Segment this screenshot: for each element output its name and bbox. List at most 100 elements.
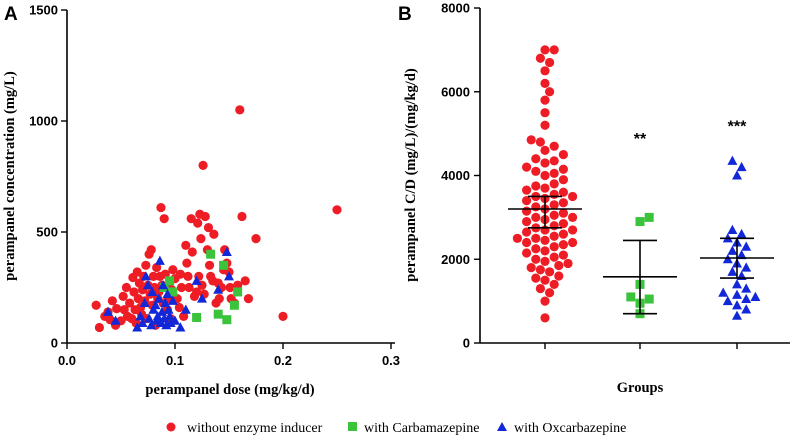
- data-point: [110, 315, 121, 325]
- data-point: [192, 287, 202, 297]
- significance-label: **: [634, 131, 647, 148]
- data-point: [170, 315, 180, 325]
- data-point: [186, 214, 196, 224]
- data-point: [718, 287, 729, 297]
- panel-b-y-title: perampanel C/D (mg/L)/(mg/kg/d): [403, 68, 419, 282]
- data-point: [531, 212, 541, 222]
- data-point: [727, 245, 738, 255]
- data-point: [522, 237, 532, 248]
- data-point: [152, 262, 162, 273]
- data-point: [193, 218, 203, 228]
- data-point: [732, 300, 742, 310]
- panel-b-letter: B: [398, 4, 412, 25]
- legend-marker-square: [348, 422, 357, 431]
- data-point: [549, 179, 559, 189]
- data-point: [196, 234, 206, 244]
- data-point: [535, 137, 546, 147]
- data-point: [143, 280, 153, 290]
- panel-b: B 0 2000 4000 6000 8000 Groups perampanel C/…: [398, 1, 790, 396]
- data-point: [535, 283, 546, 294]
- data-point: [135, 311, 146, 321]
- data-point: [540, 246, 550, 256]
- data-point: [237, 211, 247, 222]
- data-point: [531, 202, 541, 212]
- data-point: [137, 317, 148, 328]
- data-point: [732, 170, 742, 180]
- data-point: [549, 210, 559, 220]
- data-point: [162, 288, 173, 299]
- y-tick-label: 0: [463, 336, 470, 351]
- data-point: [213, 309, 223, 319]
- panel-a-x-title: perampanel dose (mg/kg/d): [145, 382, 314, 398]
- data-point: [549, 221, 559, 231]
- data-point: [741, 304, 752, 314]
- data-point: [549, 242, 559, 252]
- data-point: [554, 271, 564, 281]
- data-point: [198, 160, 208, 170]
- panel-a-points: [91, 105, 342, 333]
- data-point: [549, 231, 559, 241]
- data-point: [545, 267, 555, 277]
- panel-b-annotations: *****: [634, 119, 747, 149]
- data-point: [176, 282, 187, 293]
- data-point: [568, 191, 578, 202]
- data-point: [168, 265, 178, 275]
- data-point: [732, 289, 742, 299]
- data-point: [522, 196, 532, 206]
- data-point: [540, 158, 550, 168]
- data-point: [107, 296, 117, 306]
- x-tick-label: 0.2: [274, 353, 292, 368]
- data-point: [197, 293, 207, 303]
- data-point: [118, 291, 128, 301]
- data-point: [540, 78, 550, 88]
- y-tick-label: 0: [51, 336, 58, 351]
- data-point: [540, 95, 550, 105]
- data-point: [243, 294, 254, 304]
- data-point: [549, 45, 559, 55]
- data-point: [158, 280, 169, 290]
- data-point: [741, 293, 752, 304]
- data-point: [224, 271, 234, 281]
- data-point: [558, 229, 569, 239]
- panel-a: A 0 500 1000 1500 0.0 0.1 0.2 0.3 perampanel d…: [2, 3, 400, 399]
- data-point: [568, 237, 578, 248]
- data-point: [545, 57, 555, 68]
- data-point: [568, 212, 578, 222]
- data-point: [91, 300, 101, 310]
- data-point: [132, 322, 143, 332]
- data-point: [192, 312, 202, 322]
- data-point: [644, 294, 654, 304]
- data-point: [545, 87, 555, 97]
- data-point: [522, 227, 532, 237]
- data-point: [522, 206, 532, 216]
- data-point: [736, 228, 747, 239]
- y-tick-label: 8000: [441, 1, 470, 16]
- data-point: [732, 279, 742, 289]
- data-point: [175, 269, 185, 279]
- data-point: [184, 282, 194, 293]
- panel-b-x-ticks: [544, 343, 738, 349]
- data-point: [526, 263, 536, 273]
- data-point: [147, 286, 158, 296]
- data-point: [736, 161, 747, 172]
- data-point: [174, 302, 184, 313]
- data-point: [558, 164, 569, 174]
- data-point: [175, 322, 186, 332]
- data-point: [204, 260, 215, 270]
- x-tick-label: 0.3: [382, 353, 400, 368]
- data-point: [159, 214, 169, 224]
- data-point: [146, 320, 157, 330]
- x-tick-label: 0.0: [58, 353, 76, 368]
- data-point: [191, 275, 202, 285]
- panel-b-error-bars: [508, 195, 774, 315]
- data-point: [540, 275, 550, 285]
- data-point: [722, 295, 733, 306]
- data-point: [635, 217, 645, 227]
- data-point: [549, 279, 559, 289]
- data-point: [540, 256, 550, 266]
- data-point: [522, 248, 532, 258]
- data-point: [213, 284, 224, 294]
- data-point: [732, 310, 742, 320]
- data-point: [526, 135, 536, 145]
- panel-a-y-ticks: 0 500 1000 1500: [29, 3, 67, 351]
